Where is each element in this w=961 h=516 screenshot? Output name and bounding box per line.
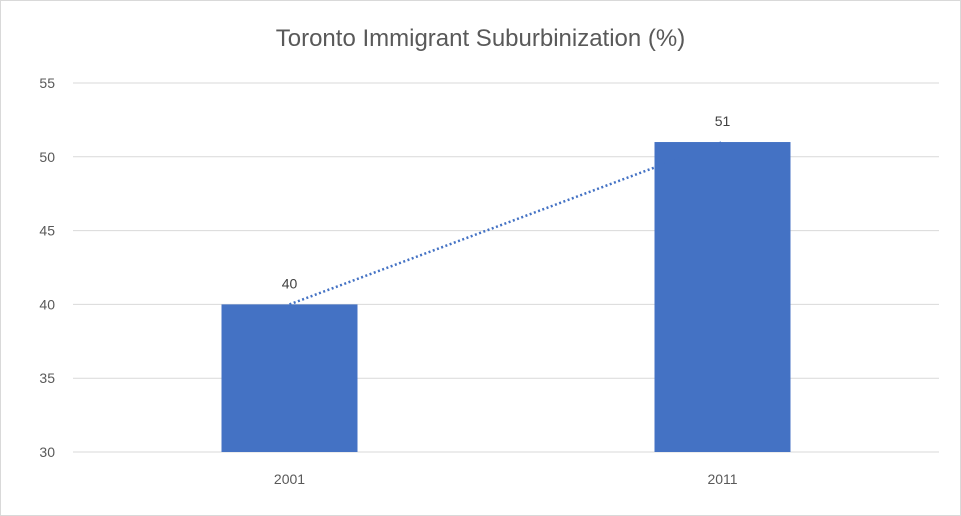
bar-2001[interactable] bbox=[221, 304, 358, 452]
y-tick-label: 55 bbox=[39, 75, 55, 91]
y-tick-label: 45 bbox=[39, 223, 55, 239]
trendline bbox=[289, 140, 723, 306]
y-tick-label: 35 bbox=[39, 370, 55, 386]
y-tick-label: 40 bbox=[39, 296, 55, 312]
x-tick-label: 2001 bbox=[274, 471, 305, 487]
data-label: 40 bbox=[282, 275, 298, 291]
bar-2011[interactable] bbox=[654, 142, 791, 453]
x-tick-label: 2011 bbox=[707, 471, 737, 487]
y-tick-label: 30 bbox=[39, 444, 55, 460]
y-tick-label: 50 bbox=[39, 149, 55, 165]
chart-title: Toronto Immigrant Suburbinization (%) bbox=[275, 25, 686, 52]
data-label: 51 bbox=[715, 113, 731, 129]
